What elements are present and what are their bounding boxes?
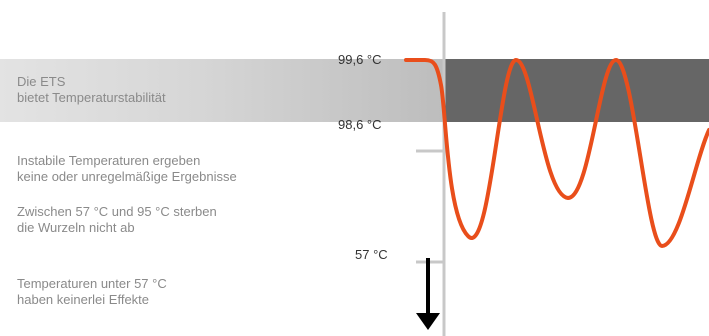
- stability-band-text-area: [0, 59, 443, 122]
- temperature-curve: [404, 57, 709, 249]
- stability-band: [443, 59, 709, 122]
- upper-temperature-label: 99,6 °C: [338, 52, 382, 67]
- unstable-note-line-2: keine oder unregelmäßige Ergebnisse: [17, 169, 237, 184]
- range-note-line-2: die Wurzeln nicht ab: [17, 220, 135, 235]
- stable-note-line-2: bietet Temperaturstabilität: [17, 90, 166, 105]
- low-note-line-2: haben keinerlei Effekte: [17, 292, 150, 307]
- range-note-line-1: Zwischen 57 °C und 95 °C sterben: [17, 204, 217, 219]
- stable-note-line-1: Die ETS: [17, 74, 66, 89]
- low-note-line-1: Temperaturen unter 57 °C: [17, 276, 167, 291]
- unstable-note-line-1: Instabile Temperaturen ergeben: [17, 153, 201, 168]
- minimum-temperature-label: 57 °C: [355, 247, 388, 262]
- arrow-down-icon: [416, 258, 440, 330]
- lower-temperature-label: 98,6 °C: [338, 117, 382, 132]
